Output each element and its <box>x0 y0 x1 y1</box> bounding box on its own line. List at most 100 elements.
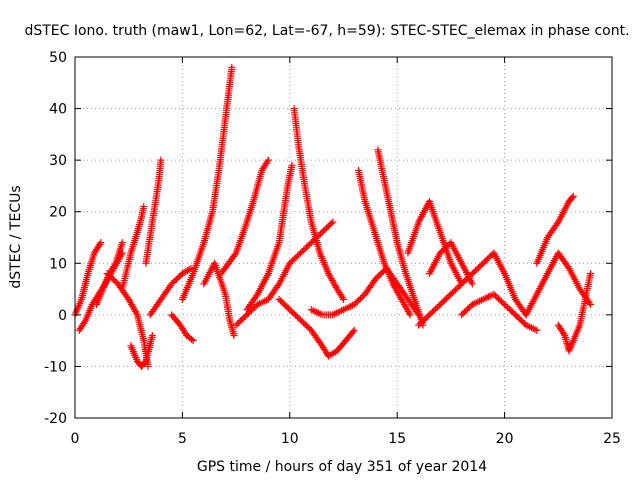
data-point <box>565 347 573 355</box>
data-point <box>232 321 240 329</box>
data-point <box>300 246 308 254</box>
data-point <box>468 270 476 278</box>
data-point <box>81 318 89 326</box>
data-point <box>484 255 492 263</box>
data-point <box>418 318 426 326</box>
data-point <box>289 309 297 317</box>
data-point <box>140 203 148 211</box>
data-point <box>439 298 447 306</box>
series-13 <box>243 161 296 314</box>
data-point <box>105 271 113 279</box>
data-point <box>292 312 300 320</box>
data-point <box>111 261 119 269</box>
data-point <box>287 307 295 315</box>
data-point <box>280 300 288 308</box>
data-point <box>141 359 149 367</box>
data-point <box>499 299 507 307</box>
x-tick-label: 5 <box>178 431 187 447</box>
data-point <box>263 158 271 166</box>
data-point <box>297 316 305 324</box>
data-point <box>168 280 176 288</box>
data-point <box>464 305 472 313</box>
data-point <box>289 256 297 264</box>
data-point <box>482 256 490 264</box>
ticks <box>74 56 613 419</box>
data-point <box>415 321 423 329</box>
series-16 <box>275 295 358 360</box>
data-point <box>422 314 430 322</box>
data-point <box>435 302 443 310</box>
series-15 <box>290 105 347 303</box>
data-point <box>295 315 303 323</box>
data-point <box>340 295 347 303</box>
data-point <box>501 301 509 309</box>
data-point <box>496 296 504 304</box>
data-point <box>96 240 104 248</box>
data-point <box>464 274 472 282</box>
data-point <box>442 243 450 251</box>
data-point <box>264 156 272 164</box>
data-point <box>479 259 487 267</box>
data-point <box>419 317 427 325</box>
series-12 <box>217 156 272 278</box>
data-point <box>447 290 455 298</box>
y-tick-label: 10 <box>49 256 67 272</box>
series-5 <box>127 331 156 370</box>
series-6 <box>118 203 148 293</box>
x-tick-label: 25 <box>603 431 621 447</box>
series-18 <box>355 166 414 319</box>
data-point <box>461 277 469 285</box>
data-point <box>353 298 361 306</box>
data-point <box>560 330 568 338</box>
data-point <box>516 315 524 323</box>
data-point <box>295 250 303 258</box>
data-layer <box>71 63 595 370</box>
data-point <box>444 242 452 250</box>
data-point <box>533 326 541 334</box>
data-point <box>301 320 309 328</box>
data-point <box>355 296 363 304</box>
data-point <box>249 305 257 313</box>
data-point <box>491 292 499 300</box>
data-point <box>517 317 525 325</box>
data-point <box>473 265 481 273</box>
series-7 <box>142 156 165 267</box>
tick-labels: 0 5 10 15 20 25 -20 -10 0 10 20 30 40 50 <box>44 50 621 447</box>
data-point <box>304 242 312 250</box>
data-point <box>244 309 252 317</box>
data-point <box>504 303 512 311</box>
x-tick-label: 20 <box>496 431 514 447</box>
data-point <box>455 283 463 291</box>
data-point <box>462 306 470 314</box>
y-tick-label: -20 <box>44 411 67 427</box>
data-point <box>416 320 424 328</box>
data-point <box>442 295 450 303</box>
y-tick-label: 30 <box>49 153 67 169</box>
data-point <box>465 303 473 311</box>
data-point <box>376 270 384 278</box>
data-point <box>118 239 126 247</box>
data-point <box>453 284 461 292</box>
data-point <box>375 272 383 280</box>
data-point <box>448 289 456 297</box>
data-point <box>490 290 498 298</box>
data-point <box>349 328 357 336</box>
data-point <box>452 286 460 294</box>
data-point <box>428 308 436 316</box>
data-point <box>467 271 475 279</box>
data-point <box>286 259 294 267</box>
data-point <box>338 294 346 302</box>
data-point <box>108 274 116 282</box>
data-point <box>478 261 486 269</box>
data-point <box>566 344 574 352</box>
data-point <box>287 258 295 266</box>
series-22 <box>415 249 530 329</box>
data-point <box>485 253 493 261</box>
y-tick-label: 20 <box>49 205 67 221</box>
data-point <box>436 249 444 257</box>
data-point <box>458 280 466 288</box>
data-point <box>318 228 326 236</box>
data-point <box>502 302 510 310</box>
data-point <box>438 247 446 255</box>
data-point <box>358 293 366 301</box>
